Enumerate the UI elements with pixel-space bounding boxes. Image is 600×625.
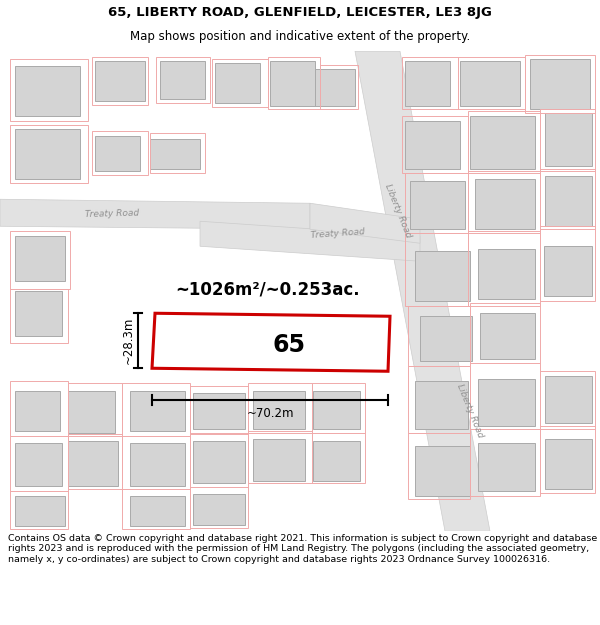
Polygon shape — [253, 439, 305, 481]
Polygon shape — [253, 391, 305, 429]
Polygon shape — [545, 439, 592, 489]
Polygon shape — [15, 66, 80, 116]
Text: 65: 65 — [273, 333, 306, 357]
Polygon shape — [480, 313, 535, 359]
Text: Treaty Road: Treaty Road — [85, 209, 139, 219]
Text: Liberty Road: Liberty Road — [383, 183, 413, 239]
Polygon shape — [545, 113, 592, 166]
Polygon shape — [130, 391, 185, 431]
Polygon shape — [0, 199, 310, 229]
Text: ~70.2m: ~70.2m — [246, 407, 294, 420]
Polygon shape — [68, 391, 115, 433]
Polygon shape — [415, 446, 470, 496]
Polygon shape — [470, 116, 535, 169]
Polygon shape — [415, 381, 468, 429]
Polygon shape — [478, 443, 535, 491]
Polygon shape — [95, 61, 145, 101]
Polygon shape — [95, 136, 140, 171]
Polygon shape — [478, 379, 535, 426]
Polygon shape — [315, 69, 355, 106]
Polygon shape — [460, 61, 520, 106]
Polygon shape — [405, 61, 450, 106]
Polygon shape — [193, 441, 245, 483]
Text: Liberty Road: Liberty Road — [455, 383, 485, 439]
Polygon shape — [355, 51, 490, 531]
Polygon shape — [410, 181, 465, 229]
Polygon shape — [193, 393, 245, 429]
Polygon shape — [405, 121, 460, 169]
Polygon shape — [544, 246, 592, 296]
Polygon shape — [215, 63, 260, 103]
Polygon shape — [310, 203, 420, 243]
Polygon shape — [478, 249, 535, 299]
Polygon shape — [15, 291, 62, 336]
Polygon shape — [313, 441, 360, 481]
Polygon shape — [420, 316, 472, 361]
Polygon shape — [150, 139, 200, 169]
Text: 65, LIBERTY ROAD, GLENFIELD, LEICESTER, LE3 8JG: 65, LIBERTY ROAD, GLENFIELD, LEICESTER, … — [108, 6, 492, 19]
Polygon shape — [15, 236, 65, 281]
Polygon shape — [130, 496, 185, 526]
Polygon shape — [475, 179, 535, 229]
Polygon shape — [152, 313, 390, 371]
Polygon shape — [15, 129, 80, 179]
Polygon shape — [15, 496, 65, 526]
Text: ~1026m²/~0.253ac.: ~1026m²/~0.253ac. — [175, 280, 359, 298]
Polygon shape — [15, 391, 60, 431]
Polygon shape — [545, 376, 592, 423]
Polygon shape — [530, 59, 590, 109]
Polygon shape — [313, 391, 360, 429]
Polygon shape — [130, 443, 185, 486]
Polygon shape — [270, 61, 315, 106]
Polygon shape — [200, 221, 420, 261]
Polygon shape — [193, 494, 245, 525]
Text: Map shows position and indicative extent of the property.: Map shows position and indicative extent… — [130, 31, 470, 43]
Polygon shape — [68, 441, 118, 486]
Polygon shape — [545, 176, 592, 226]
Text: ~28.3m: ~28.3m — [121, 317, 134, 364]
Polygon shape — [15, 443, 62, 486]
Polygon shape — [415, 251, 470, 301]
Polygon shape — [160, 61, 205, 99]
Text: Treaty Road: Treaty Road — [310, 227, 365, 239]
Text: Contains OS data © Crown copyright and database right 2021. This information is : Contains OS data © Crown copyright and d… — [8, 534, 597, 564]
